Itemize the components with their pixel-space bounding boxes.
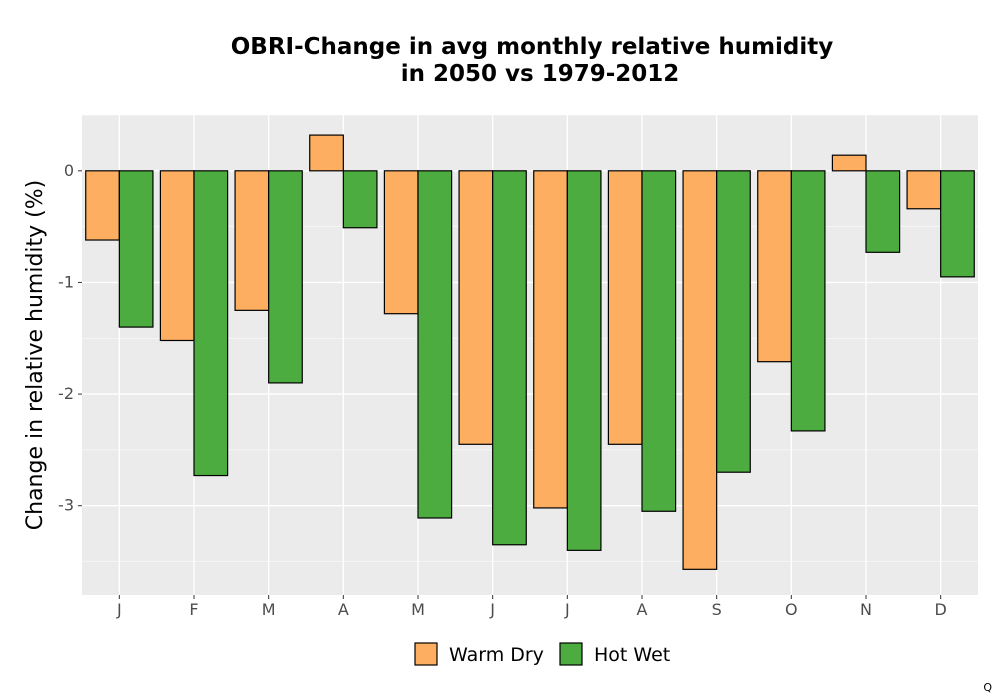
legend-label-0: Warm Dry [449, 644, 544, 666]
bar-warm-dry-1 [159, 170, 195, 342]
x-tick-label: S [712, 600, 722, 619]
bar-warm-dry-9 [757, 170, 792, 363]
bar-hot-wet-2 [268, 170, 303, 384]
x-tick-label: M [411, 600, 425, 619]
bar-hot-wet-5 [492, 170, 527, 546]
bar-hot-wet-0 [118, 170, 154, 328]
legend-key-1 [559, 642, 583, 666]
bar-warm-dry-3 [309, 134, 344, 172]
bar-hot-wet-6 [566, 170, 602, 551]
bar-warm-dry-7 [607, 170, 643, 445]
x-tick-label: O [785, 600, 798, 619]
bar-warm-dry-5 [458, 170, 494, 445]
bar-hot-wet-1 [193, 170, 229, 477]
bar-warm-dry-6 [533, 170, 568, 509]
legend-key-0 [414, 642, 438, 666]
x-tick-label: A [338, 600, 349, 619]
corner-mark: Q [983, 681, 992, 694]
x-tick-label: N [860, 600, 872, 619]
bar-warm-dry-2 [234, 170, 270, 311]
y-tick-label: -3 [58, 496, 74, 515]
bar-warm-dry-10 [831, 154, 867, 172]
bar-hot-wet-9 [790, 170, 826, 432]
bars [85, 134, 975, 570]
bar-hot-wet-4 [417, 170, 453, 519]
x-tick-label: J [116, 600, 122, 619]
bar-warm-dry-0 [85, 170, 120, 241]
bar-warm-dry-11 [906, 170, 942, 210]
y-axis-label: Change in relative humidity (%) [23, 180, 48, 530]
x-tick-label: J [564, 600, 570, 619]
x-tick-label: M [262, 600, 276, 619]
bar-hot-wet-11 [940, 170, 975, 278]
chart-title-line1: OBRI-Change in avg monthly relative humi… [231, 34, 834, 60]
bar-hot-wet-3 [342, 170, 378, 229]
y-axis: 0 -1 -2 -3 [58, 161, 82, 515]
legend-label-1: Hot Wet [594, 644, 670, 666]
legend: Warm Dry Hot Wet [414, 642, 670, 666]
x-tick-label: F [189, 600, 198, 619]
bar-hot-wet-10 [865, 170, 901, 253]
x-tick-label: J [489, 600, 495, 619]
bar-warm-dry-4 [383, 170, 419, 315]
bar-warm-dry-8 [682, 170, 718, 570]
x-tick-label: A [637, 600, 648, 619]
bar-hot-wet-8 [716, 170, 751, 473]
x-tick-label: D [935, 600, 947, 619]
plot-panel [82, 115, 978, 595]
chart-title-line2: in 2050 vs 1979-2012 [401, 61, 680, 87]
bar-hot-wet-7 [641, 170, 677, 512]
y-tick-label: 0 [64, 161, 74, 180]
y-tick-label: -1 [58, 272, 74, 291]
y-tick-label: -2 [58, 384, 74, 403]
